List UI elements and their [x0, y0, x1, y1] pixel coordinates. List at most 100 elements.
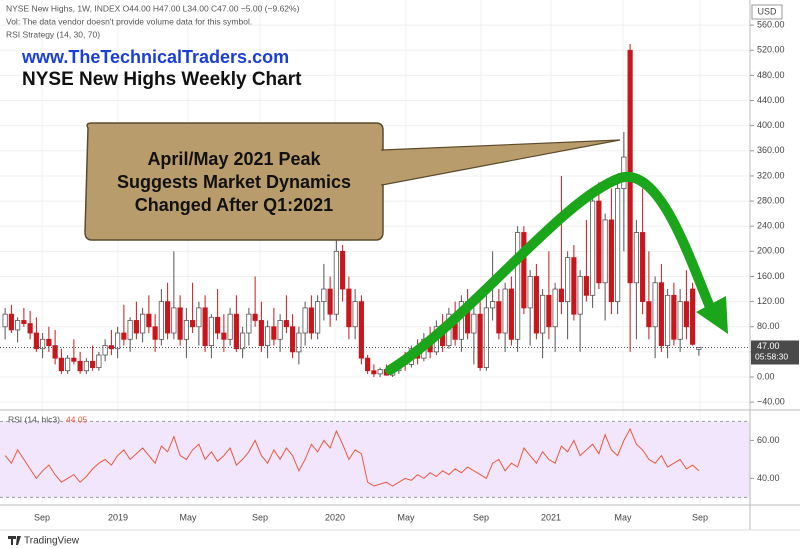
candle-body	[515, 232, 521, 340]
candle-body	[577, 276, 583, 315]
candle-body	[177, 307, 183, 340]
candle-body	[277, 320, 283, 340]
callout-box	[84, 122, 384, 241]
candle-body	[271, 326, 277, 340]
candle-body	[115, 332, 121, 350]
candle-body	[152, 326, 158, 340]
candle-body	[315, 301, 321, 334]
rsi-value: 44.05	[66, 414, 88, 424]
rsi-pane	[0, 420, 750, 498]
candle-body	[558, 288, 564, 303]
callout-join	[380, 151, 385, 184]
candle-body	[608, 219, 614, 303]
candle-body	[540, 294, 546, 334]
rsi-label: RSI (14, hlc3)	[8, 414, 60, 424]
y-tick-label: 560.00	[757, 20, 785, 30]
candle-body	[90, 360, 96, 368]
trend-arrowhead	[696, 296, 728, 334]
y-tick-label: −40.00	[757, 397, 785, 407]
candle-body	[71, 357, 77, 362]
candle-body	[171, 307, 177, 334]
candle-body	[221, 332, 227, 340]
candle-body	[327, 288, 333, 315]
callout-line: April/May 2021 Peak	[147, 149, 321, 169]
x-tick-label: Sep	[473, 512, 489, 522]
callout-line: Changed After Q1:2021	[135, 195, 333, 215]
candle-body	[283, 320, 289, 328]
candle-body	[527, 276, 533, 309]
candle-body	[358, 301, 364, 359]
candle-body	[340, 250, 346, 290]
candle-body	[308, 307, 314, 334]
candle-body	[190, 320, 196, 328]
rsi-line	[4, 427, 700, 487]
candle-body	[21, 320, 27, 325]
candle-body	[258, 320, 264, 346]
y-tick-label: 120.00	[757, 296, 785, 306]
candle-body	[352, 301, 358, 328]
candle-body	[265, 326, 271, 346]
candle-body	[677, 301, 683, 340]
candle-body	[658, 282, 664, 346]
candle-body	[546, 294, 552, 328]
candle-body	[127, 320, 133, 340]
x-tick-label: May	[614, 512, 632, 522]
x-tick-label: 2021	[541, 512, 561, 522]
candle-body	[571, 257, 577, 315]
candle-body	[2, 313, 8, 328]
candle-body	[602, 219, 608, 284]
candle-body	[377, 369, 383, 375]
candle-body	[202, 307, 208, 346]
candle-body	[633, 232, 639, 284]
trend-arrow	[385, 171, 717, 375]
candle-body	[321, 288, 327, 303]
y-tick-label: 160.00	[757, 271, 785, 281]
candle-body	[33, 332, 39, 350]
last-price-label: 47.00	[757, 341, 780, 351]
rsi-tick-label: 60.00	[757, 435, 780, 445]
candle-body	[296, 332, 302, 353]
candle-body	[490, 301, 496, 309]
candle-body	[65, 357, 71, 372]
candle-body	[77, 360, 83, 372]
candle-body	[102, 345, 108, 356]
last-price-box	[751, 340, 799, 365]
candle-body	[183, 320, 189, 340]
candle-body	[627, 49, 633, 284]
candle-body	[533, 276, 539, 334]
candle-body	[483, 307, 489, 368]
x-tick-label: May	[397, 512, 415, 522]
candle-body	[665, 294, 671, 346]
y-tick-label: 480.00	[757, 70, 785, 80]
x-tick-label: Sep	[34, 512, 50, 522]
candle-body	[565, 257, 571, 303]
y-tick-label: 400.00	[757, 120, 785, 130]
candle-body	[640, 232, 646, 303]
candle-body	[371, 370, 377, 375]
candle-body	[290, 326, 296, 353]
candle-body	[502, 288, 508, 334]
candle-body	[15, 320, 21, 331]
y-tick-label: 320.00	[757, 170, 785, 180]
candle-body	[8, 313, 14, 331]
candle-body	[83, 360, 89, 372]
candles	[0, 43, 750, 378]
candle-body	[496, 301, 502, 334]
y-tick-label: 200.00	[757, 246, 785, 256]
candle-body	[615, 188, 621, 303]
candle-body	[346, 288, 352, 328]
y-tick-label: 360.00	[757, 145, 785, 155]
countdown: 05:58:30	[755, 352, 788, 362]
candle-body	[140, 313, 146, 334]
x-tick-label: 2019	[108, 512, 128, 522]
candle-body	[58, 357, 64, 372]
candle-body	[508, 288, 514, 340]
x-tick-label: May	[179, 512, 197, 522]
candle-body	[233, 313, 239, 350]
candle-body	[590, 200, 596, 296]
candle-body	[690, 288, 696, 345]
symbol-line: NYSE New Highs, 1W, INDEX O44.00 H47.00 …	[6, 3, 300, 13]
y-tick-label: 440.00	[757, 95, 785, 105]
